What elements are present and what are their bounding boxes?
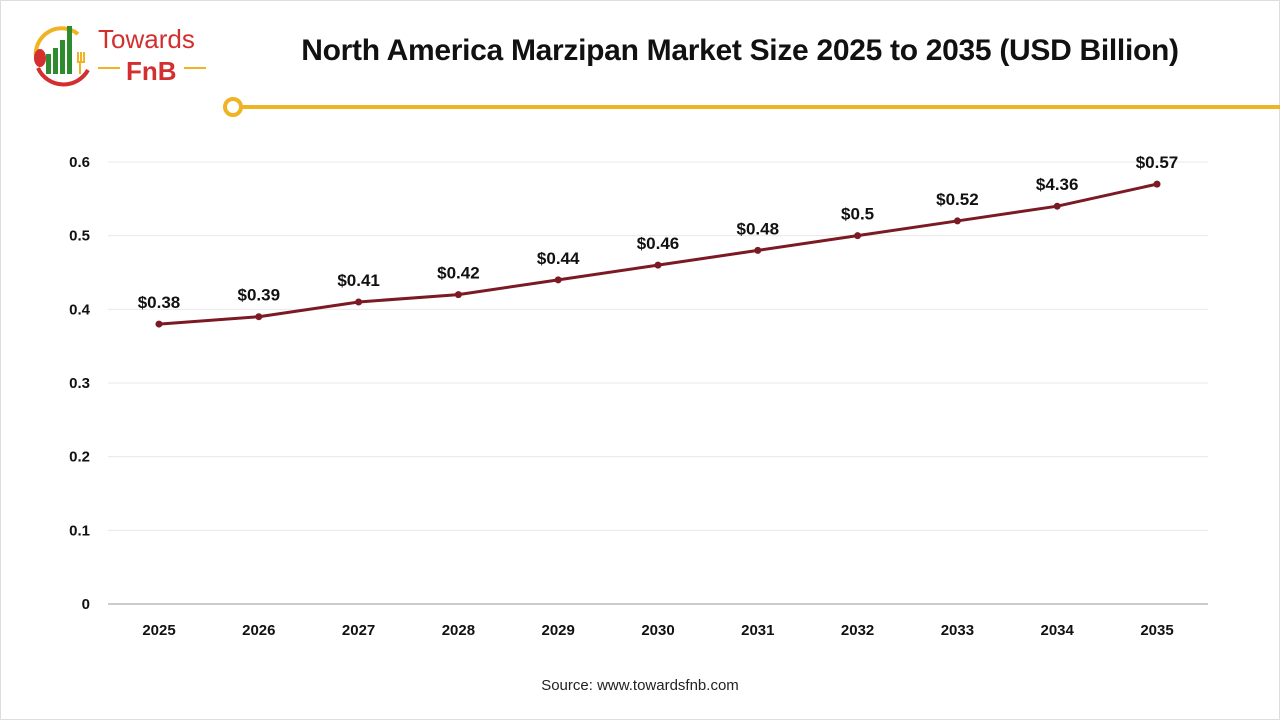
x-tick-label: 2030 — [641, 622, 674, 639]
data-point — [355, 298, 363, 306]
x-tick-label: 2027 — [342, 622, 375, 639]
data-label: $0.39 — [238, 286, 281, 305]
data-label: $4.36 — [1036, 175, 1079, 194]
y-tick-label: 0.5 — [69, 228, 90, 245]
data-point — [1053, 202, 1061, 210]
x-tick-label: 2025 — [142, 622, 175, 639]
x-tick-label: 2031 — [741, 622, 774, 639]
data-point — [754, 246, 762, 254]
y-tick-label: 0.6 — [69, 154, 90, 171]
data-label: $0.44 — [537, 249, 580, 268]
x-tick-label: 2028 — [442, 622, 475, 639]
data-label: $0.57 — [1136, 153, 1179, 172]
data-point — [854, 232, 862, 240]
source-note: Source: www.towardsfnb.com — [541, 677, 739, 694]
title-divider — [223, 97, 1280, 117]
data-label: $0.52 — [936, 190, 979, 209]
svg-text:FnB: FnB — [126, 56, 177, 86]
data-point — [155, 320, 163, 328]
data-point — [953, 217, 961, 225]
x-tick-label: 2032 — [841, 622, 874, 639]
data-label: $0.46 — [637, 234, 680, 253]
y-tick-label: 0 — [82, 596, 90, 613]
data-label: $0.38 — [138, 293, 181, 312]
x-tick-label: 2029 — [542, 622, 575, 639]
data-point — [454, 291, 462, 299]
data-label: $0.41 — [337, 271, 380, 290]
y-tick-label: 0.3 — [69, 375, 90, 392]
x-tick-label: 2034 — [1041, 622, 1075, 639]
data-point — [1153, 180, 1161, 188]
y-tick-label: 0.2 — [69, 449, 90, 466]
x-tick-label: 2033 — [941, 622, 974, 639]
x-tick-label: 2026 — [242, 622, 275, 639]
data-label: $0.42 — [437, 264, 480, 283]
svg-text:Towards: Towards — [98, 24, 195, 54]
data-label: $0.48 — [737, 219, 780, 238]
data-point — [255, 313, 263, 321]
data-point — [654, 261, 662, 269]
data-label: $0.5 — [841, 205, 874, 224]
data-point — [554, 276, 562, 284]
y-tick-label: 0.4 — [69, 301, 91, 318]
chart-title: North America Marzipan Market Size 2025 … — [301, 34, 1179, 67]
towards-fnb-logo: Towards FnB — [33, 24, 206, 87]
x-tick-label: 2035 — [1140, 622, 1173, 639]
y-tick-label: 0.1 — [69, 522, 90, 539]
series-line — [158, 182, 1158, 326]
